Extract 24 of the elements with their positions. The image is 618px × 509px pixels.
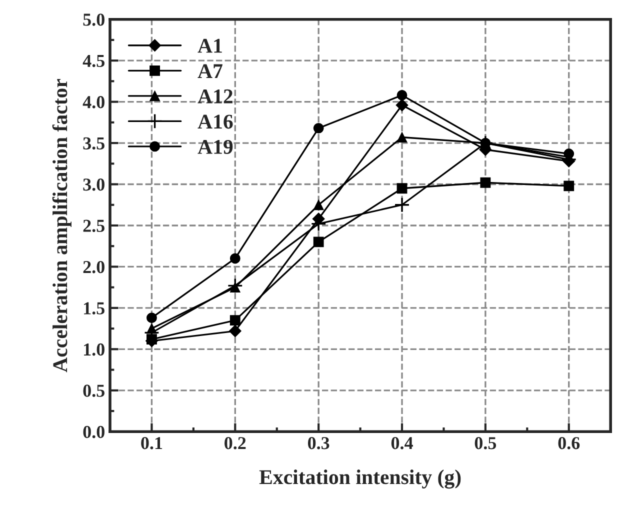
y-tick-label: 5.0 <box>83 14 104 26</box>
legend-label: A1 <box>198 38 222 53</box>
legend-label: A16 <box>198 114 233 129</box>
y-tick-label: 0.5 <box>83 384 104 397</box>
x-tick-label: 0.6 <box>558 437 580 450</box>
y-axis-title: Acceleration amplification factor <box>52 78 72 372</box>
y-tick-label: 2.0 <box>83 260 104 274</box>
y-tick-label: 0.0 <box>83 426 104 438</box>
y-tick-label: 3.0 <box>83 178 104 191</box>
legend-label: A7 <box>198 64 222 78</box>
y-tick-label: 4.0 <box>82 96 104 108</box>
x-tick-label: 0.3 <box>308 437 330 450</box>
x-tick-label: 0.5 <box>474 437 496 450</box>
legend-label: A19 <box>198 140 233 154</box>
x-tick-label: 0.2 <box>224 437 246 450</box>
y-tick-label: 1.5 <box>84 302 104 314</box>
x-tick-label: 0.1 <box>141 437 162 450</box>
y-tick-label: 1.0 <box>84 343 104 356</box>
legend-label: A12 <box>198 89 232 104</box>
y-tick-label: 3.5 <box>83 137 104 150</box>
y-tick-label: 2.5 <box>83 220 104 232</box>
x-axis-title: Excitation intensity (g) <box>259 470 461 489</box>
x-tick-label: 0.4 <box>391 437 413 450</box>
y-tick-label: 4.5 <box>82 54 104 68</box>
